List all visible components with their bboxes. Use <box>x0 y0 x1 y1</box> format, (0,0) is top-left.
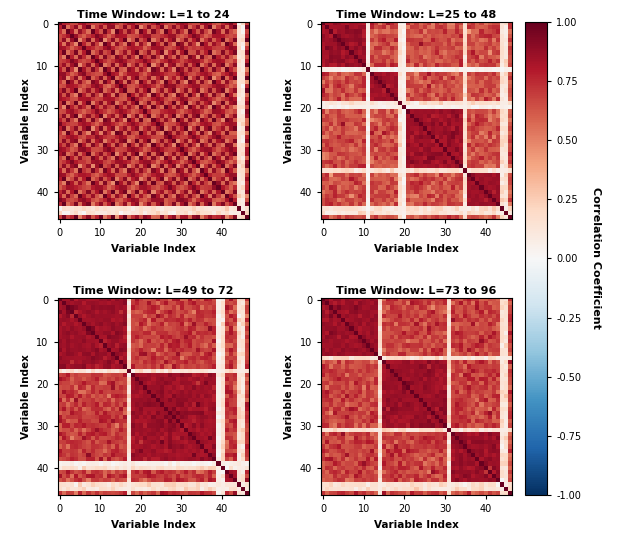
Title: Time Window: L=25 to 48: Time Window: L=25 to 48 <box>337 10 497 20</box>
Title: Time Window: L=49 to 72: Time Window: L=49 to 72 <box>73 286 234 296</box>
X-axis label: Variable Index: Variable Index <box>111 244 195 254</box>
Y-axis label: Variable Index: Variable Index <box>284 354 294 439</box>
Title: Time Window: L=1 to 24: Time Window: L=1 to 24 <box>77 10 229 20</box>
X-axis label: Variable Index: Variable Index <box>374 520 459 530</box>
Y-axis label: Variable Index: Variable Index <box>284 78 294 163</box>
Title: Time Window: L=73 to 96: Time Window: L=73 to 96 <box>337 286 497 296</box>
X-axis label: Variable Index: Variable Index <box>111 520 195 530</box>
Y-axis label: Correlation Coefficient: Correlation Coefficient <box>591 188 601 329</box>
Y-axis label: Variable Index: Variable Index <box>20 354 31 439</box>
Y-axis label: Variable Index: Variable Index <box>20 78 31 163</box>
X-axis label: Variable Index: Variable Index <box>374 244 459 254</box>
